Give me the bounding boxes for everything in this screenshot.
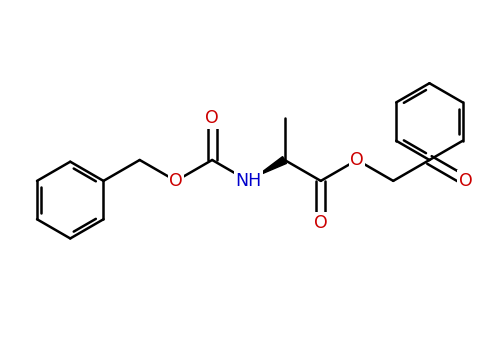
Text: NH: NH — [235, 172, 262, 190]
Text: O: O — [459, 172, 472, 190]
Polygon shape — [248, 157, 287, 182]
Text: O: O — [169, 172, 183, 190]
Text: O: O — [314, 214, 328, 232]
Text: O: O — [205, 109, 219, 127]
Text: O: O — [350, 151, 364, 169]
